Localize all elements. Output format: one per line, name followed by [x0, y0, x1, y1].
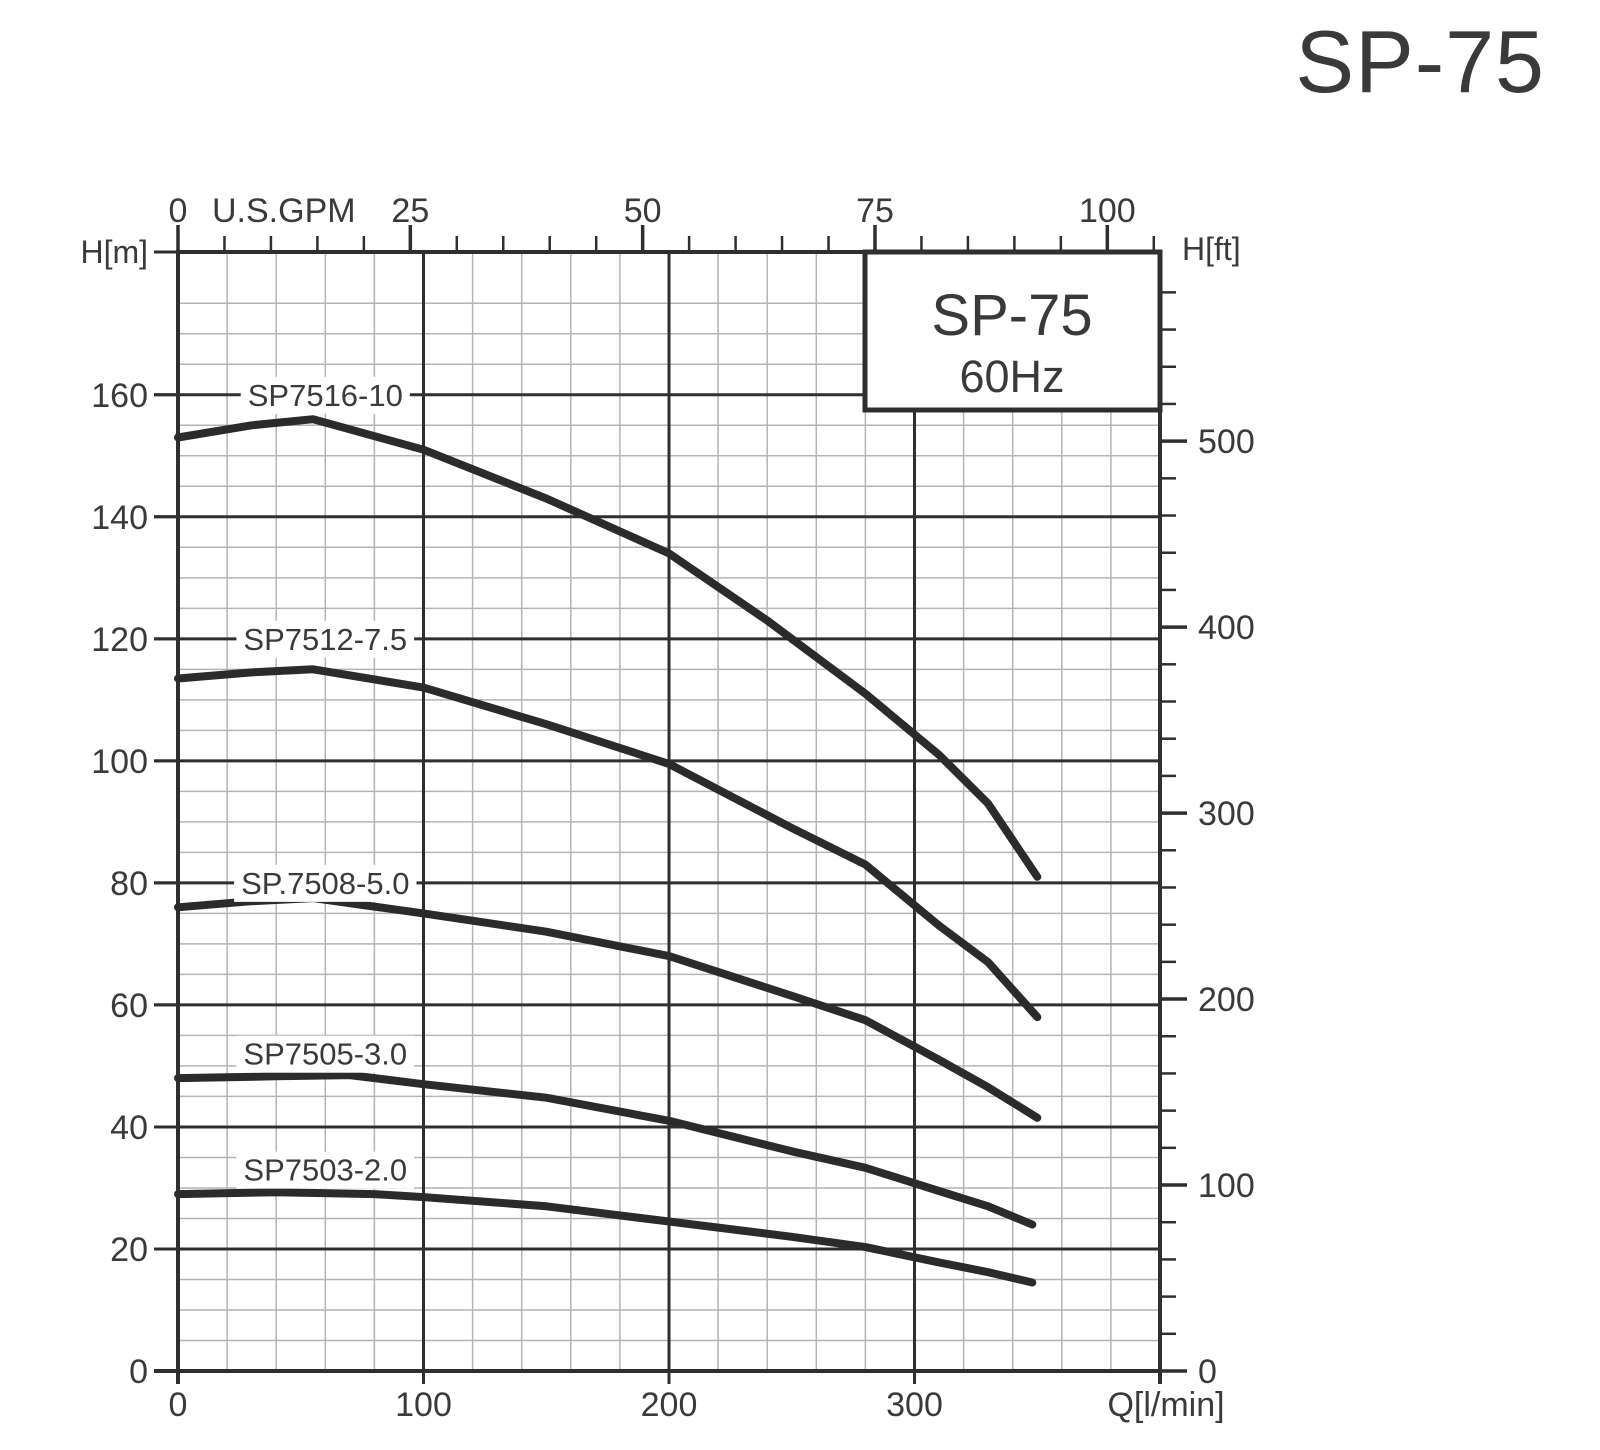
right-tick-label-500: 500 [1198, 423, 1255, 461]
curve-label-SP7516-10: SP7516-10 [248, 378, 403, 413]
right-tick-label-300: 300 [1198, 795, 1255, 833]
right-tick-label-100: 100 [1198, 1167, 1255, 1205]
left-tick-label-60: 60 [110, 987, 148, 1025]
legend-box-model: SP-75 [931, 283, 1092, 348]
right-axis-unit-label: H[ft] [1182, 231, 1241, 267]
right-tick-label-0: 0 [1198, 1353, 1217, 1391]
curve-label-SP7505-3-0: SP7505-3.0 [243, 1037, 407, 1072]
curve-label-bg [236, 1151, 415, 1189]
left-axis-unit-label: H[m] [80, 234, 148, 270]
bottom-tick-label-100: 100 [395, 1386, 452, 1424]
curve-label-bg [234, 864, 417, 902]
left-tick-label-0: 0 [129, 1353, 148, 1391]
left-tick-label-120: 120 [91, 621, 148, 659]
curve-SP7516-10 [174, 415, 1042, 881]
left-tick-label-20: 20 [110, 1231, 148, 1269]
curve-label-SP7503-2-0: SP7503-2.0 [243, 1153, 407, 1188]
page-title: SP-75 [1295, 12, 1545, 111]
curve-SP7512-7-5 [174, 665, 1042, 1022]
right-tick-label-400: 400 [1198, 609, 1255, 647]
curve-label-SP-7508-5-0: SP.7508-5.0 [241, 866, 409, 901]
bottom-tick-label-200: 200 [641, 1386, 698, 1424]
bottom-tick-label-0: 0 [169, 1386, 188, 1424]
left-tick-label-40: 40 [110, 1109, 148, 1147]
top-axis-unit-label: U.S.GPM [212, 192, 356, 230]
top-tick-label-75: 75 [856, 192, 894, 230]
curve-label-bg [236, 1035, 415, 1073]
left-tick-label-100: 100 [91, 743, 148, 781]
top-tick-label-0: 0 [169, 192, 188, 230]
top-tick-label-100: 100 [1079, 192, 1136, 230]
legend-box [862, 249, 1163, 413]
curve-label-bg [240, 376, 410, 414]
legend-box-frequency: 60Hz [959, 351, 1064, 402]
curve-SP7503-2-0 [174, 1188, 1037, 1287]
bottom-tick-label-300: 300 [886, 1386, 943, 1424]
top-tick-label-25: 25 [391, 192, 429, 230]
left-tick-label-140: 140 [91, 499, 148, 537]
left-tick-label-160: 160 [91, 377, 148, 415]
bottom-axis-unit-label: Q[l/min] [1107, 1386, 1224, 1424]
left-tick-label-80: 80 [110, 865, 148, 903]
curve-SP7505-3-0 [174, 1071, 1037, 1229]
top-tick-label-50: 50 [624, 192, 662, 230]
curve-label-SP7512-7-5: SP7512-7.5 [243, 622, 407, 657]
curve-SP-7508-5-0 [174, 894, 1042, 1122]
right-tick-label-200: 200 [1198, 981, 1255, 1019]
curve-label-bg [236, 620, 415, 658]
